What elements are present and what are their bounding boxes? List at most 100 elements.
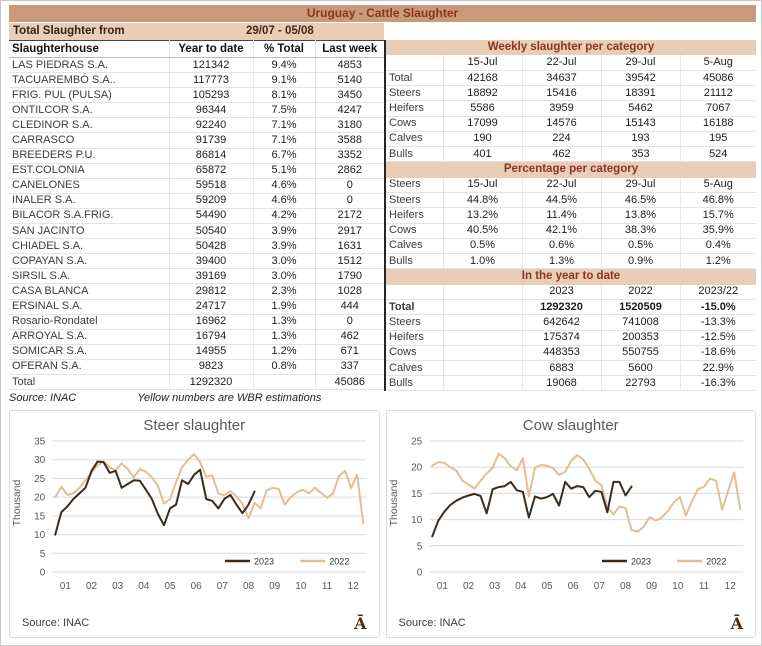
- value-cell: 18391: [601, 85, 681, 102]
- value-cell: 200353: [601, 330, 681, 346]
- table-row: SOMICAR S.A. 14955 1.2% 671: [9, 344, 384, 360]
- value-cell: 1512: [315, 253, 384, 270]
- table-row: FRIG. PUL (PULSA) 105293 8.1% 3450: [9, 87, 384, 104]
- value-cell: 4.2%: [253, 208, 316, 225]
- column-header: [443, 284, 523, 301]
- value-cell: 7.5%: [253, 102, 316, 119]
- row-label-cell: Steers: [386, 192, 444, 209]
- row-label-cell: CARRASCO: [9, 132, 170, 149]
- value-cell: 2862: [315, 163, 384, 179]
- row-label-cell: Total: [9, 373, 170, 391]
- value-cell: 462: [315, 329, 384, 345]
- value-cell: 1.3%: [522, 253, 602, 270]
- row-label-cell: Rosario-Rondatel: [9, 314, 170, 330]
- table-row: EST.COLONIA 65872 5.1% 2862: [9, 163, 384, 179]
- value-cell: 0: [315, 178, 384, 194]
- value-cell: 5.1%: [253, 163, 316, 179]
- row-label-cell: SAN JACINTO: [9, 223, 170, 240]
- table-row: Total 42168 34637 39542 45086: [386, 70, 756, 87]
- svg-text:15: 15: [34, 511, 46, 522]
- value-cell: 14955: [169, 344, 254, 360]
- value-cell: 3450: [315, 87, 384, 104]
- value-cell: 1292320: [169, 373, 254, 391]
- value-cell: -15.0%: [680, 299, 756, 316]
- svg-text:01: 01: [436, 581, 448, 592]
- svg-text:20: 20: [34, 493, 46, 504]
- column-header: % Total: [253, 40, 316, 58]
- value-cell: 117773: [169, 72, 254, 89]
- svg-text:25: 25: [411, 437, 423, 448]
- table-row: COPAYAN S.A. 39400 3.0% 1512: [9, 253, 384, 270]
- row-label-cell: Total: [386, 70, 444, 87]
- row-label-cell: Heifers: [386, 100, 444, 117]
- value-cell: 15143: [601, 116, 681, 132]
- svg-text:12: 12: [724, 581, 736, 592]
- value-cell: 59209: [169, 193, 254, 209]
- svg-text:04: 04: [515, 581, 527, 592]
- column-header: 2022: [601, 284, 681, 301]
- svg-text:10: 10: [672, 581, 684, 592]
- svg-text:05: 05: [164, 581, 176, 592]
- value-cell: 195: [680, 131, 756, 148]
- table-row: Total 1292320 1520509 -15.0%: [386, 299, 756, 316]
- category-section: Weekly slaughter per category 15-Jul 22-J…: [384, 40, 756, 392]
- value-cell: 1.3%: [253, 314, 316, 330]
- column-header: 2023: [522, 284, 602, 301]
- value-cell: 24717: [169, 299, 254, 315]
- table-row: ARROYAL S.A. 16794 1.3% 462: [9, 329, 384, 345]
- value-cell: 13.2%: [443, 207, 523, 224]
- row-label-cell: Calves: [386, 238, 444, 255]
- column-header: 15-Jul: [443, 177, 523, 194]
- value-cell: 14576: [522, 116, 602, 132]
- svg-text:10: 10: [411, 515, 423, 526]
- value-cell: 19068: [522, 375, 602, 392]
- table-header-row: Steers 15-Jul 22-Jul 29-Jul 5-Aug: [386, 177, 756, 194]
- table-header-row: 15-Jul 22-Jul 29-Jul 5-Aug: [386, 55, 756, 72]
- column-header: Year to date: [169, 40, 254, 58]
- table-row: SAN JACINTO 50540 3.9% 2917: [9, 223, 384, 240]
- row-label-cell: CASA BLANCA: [9, 283, 170, 300]
- value-cell: 44.8%: [443, 192, 523, 209]
- value-cell: 448353: [522, 345, 602, 362]
- row-label-cell: Total: [386, 299, 444, 316]
- row-label-cell: Cows: [386, 345, 444, 362]
- row-label-cell: CHIADEL S.A.: [9, 238, 170, 255]
- value-cell: 22793: [601, 375, 681, 392]
- svg-text:0: 0: [40, 568, 46, 579]
- table-row: CLEDINOR S.A. 92240 7.1% 3180: [9, 117, 384, 134]
- value-cell: 21112: [680, 85, 756, 102]
- svg-text:05: 05: [541, 581, 553, 592]
- svg-text:01: 01: [60, 581, 72, 592]
- value-cell: 38.3%: [601, 223, 681, 239]
- chart-title: Steer slaughter: [143, 417, 246, 434]
- svg-text:2023: 2023: [630, 557, 650, 567]
- value-cell: 45086: [315, 373, 384, 391]
- column-header: 29-Jul: [601, 177, 681, 194]
- row-label-cell: SOMICAR S.A.: [9, 344, 170, 360]
- value-cell: 337: [315, 359, 384, 375]
- value-cell: 17099: [443, 116, 523, 132]
- value-cell: 0.4%: [680, 238, 756, 255]
- value-cell: 401: [443, 146, 523, 163]
- table-row: INALER S.A. 59209 4.6% 0: [9, 193, 384, 209]
- value-cell: 3.9%: [253, 223, 316, 240]
- table-row: CARRASCO 91739 7.1% 3588: [9, 132, 384, 149]
- table-row: Cows 40.5% 42.1% 38.3% 35.9%: [386, 223, 756, 239]
- row-label-cell: Heifers: [386, 207, 444, 224]
- svg-text:09: 09: [269, 581, 281, 592]
- value-cell: 642642: [522, 314, 602, 331]
- table-header-row: Slaughterhouse Year to date% Total Last we…: [9, 40, 384, 58]
- value-cell: 7.1%: [253, 117, 316, 134]
- table-row: OFERAN S.A. 9823 0.8% 337: [9, 359, 384, 375]
- value-cell: 50428: [169, 238, 254, 255]
- column-header: 22-Jul: [522, 177, 602, 194]
- value-cell: 7.1%: [253, 132, 316, 149]
- y-axis-label: Thousand: [387, 479, 400, 527]
- value-cell: 39169: [169, 268, 254, 285]
- value-cell: 3.9%: [253, 238, 316, 255]
- table-row: Cows 17099 14576 15143 16188: [386, 116, 756, 132]
- table-row: Bulls 1.0% 1.3% 0.9% 1.2%: [386, 253, 756, 270]
- period-value: 29/07 - 05/08: [246, 25, 314, 37]
